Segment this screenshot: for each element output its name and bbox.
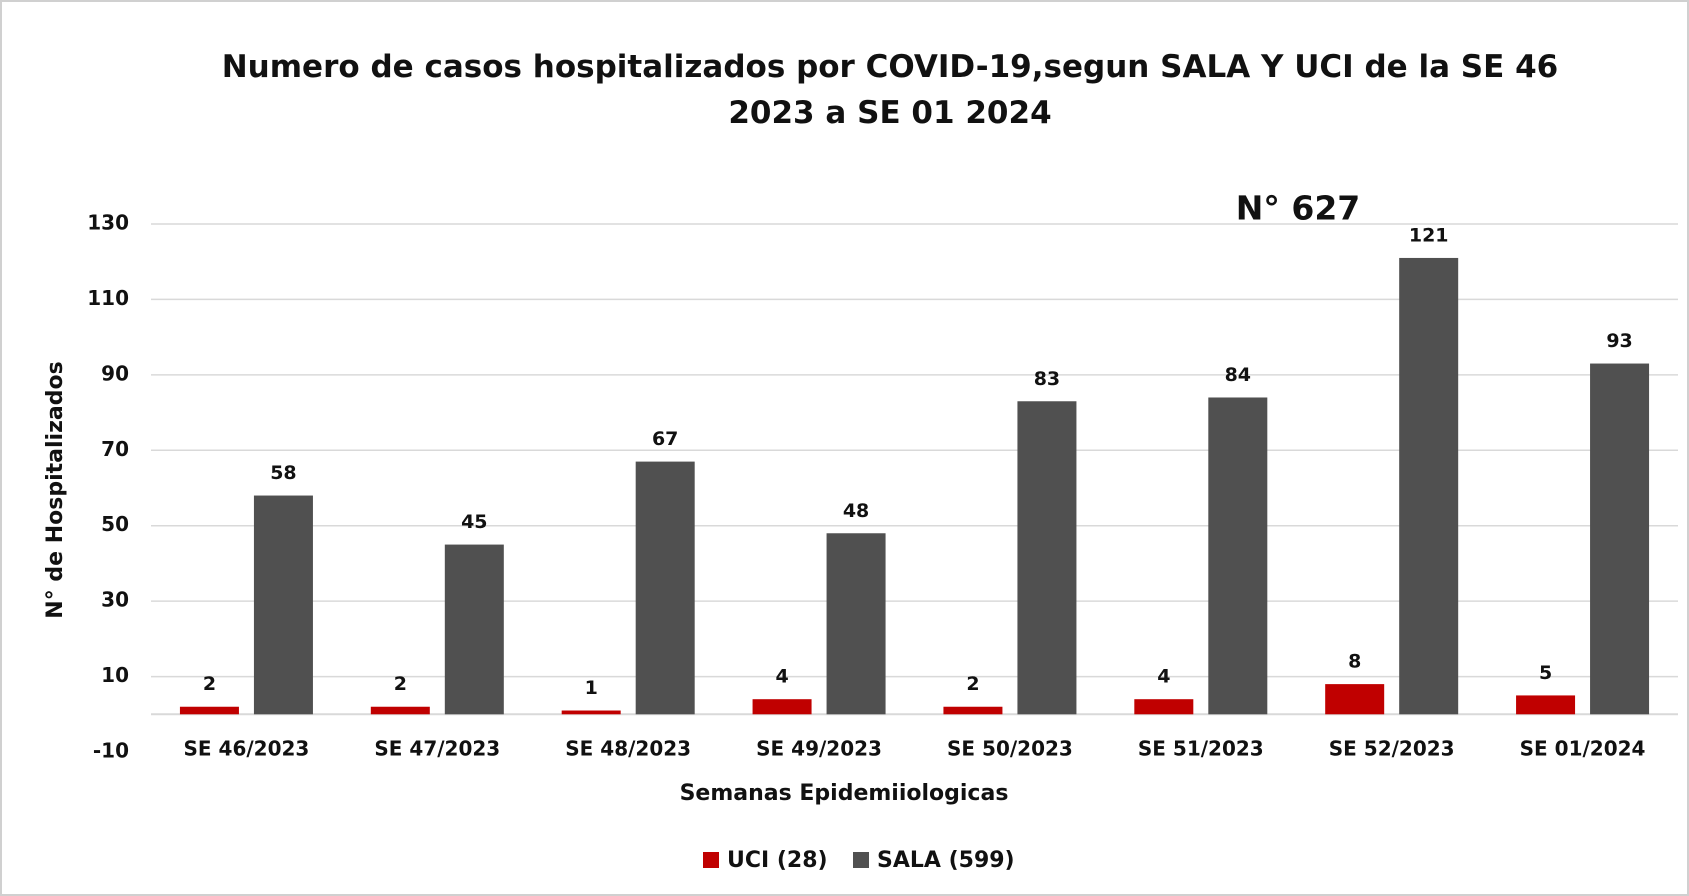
bar [1590, 363, 1650, 715]
bar [444, 544, 504, 715]
x-tick-label: SE 50/2023 [947, 737, 1073, 761]
value-label: 4 [775, 666, 788, 688]
bar [943, 706, 1003, 715]
value-label: 2 [203, 673, 216, 695]
y-tick-label: -10 [93, 739, 129, 763]
y-tick-label: 90 [101, 361, 129, 385]
bar [253, 495, 313, 715]
value-label: 1 [585, 677, 598, 699]
value-label: 5 [1539, 662, 1552, 684]
x-tick-label: SE 49/2023 [756, 737, 882, 761]
y-tick-label: 130 [87, 211, 129, 235]
x-tick-label: SE 51/2023 [1138, 737, 1264, 761]
value-label: 67 [652, 428, 678, 450]
bar [1516, 695, 1576, 715]
legend-label: UCI (28) [727, 848, 828, 873]
legend-label: SALA (599) [877, 848, 1015, 873]
value-label: 2 [966, 673, 979, 695]
value-label: 48 [843, 500, 869, 522]
bar [1134, 699, 1194, 715]
bar [1325, 684, 1385, 715]
value-label: 4 [1157, 666, 1170, 688]
chart-title: Numero de casos hospitalizados por COVID… [221, 49, 1559, 131]
value-label: 45 [461, 511, 487, 533]
legend-swatch [853, 852, 869, 868]
y-axis-label: N° de Hospitalizados [43, 361, 68, 618]
y-tick-label: 110 [87, 286, 129, 310]
value-label: 58 [270, 462, 296, 484]
bar [1399, 257, 1459, 715]
x-tick-label: SE 46/2023 [184, 737, 310, 761]
y-tick-label: 30 [101, 588, 129, 612]
y-tick-label: 50 [101, 512, 129, 536]
bar [1017, 401, 1077, 715]
value-label: 84 [1225, 364, 1251, 386]
x-tick-label: SE 48/2023 [565, 737, 691, 761]
x-axis-label: Semanas Epidemiiologicas [680, 781, 1009, 806]
bar [752, 699, 812, 715]
x-tick-label: SE 52/2023 [1329, 737, 1455, 761]
bar [1208, 397, 1268, 715]
annotation: N° 627 [1236, 189, 1361, 228]
bar [561, 710, 621, 715]
value-label: 83 [1034, 368, 1060, 390]
bar [635, 461, 695, 715]
bar [179, 706, 239, 715]
bar [370, 706, 430, 715]
x-tick-label: SE 47/2023 [374, 737, 500, 761]
value-label: 2 [394, 673, 407, 695]
legend-swatch [703, 852, 719, 868]
bar [826, 533, 886, 715]
x-tick-label: SE 01/2024 [1520, 737, 1646, 761]
value-label: 121 [1409, 224, 1449, 246]
value-label: 93 [1606, 330, 1632, 352]
value-label: 8 [1348, 651, 1361, 673]
y-tick-label: 10 [101, 663, 129, 687]
y-tick-label: 70 [101, 437, 129, 461]
